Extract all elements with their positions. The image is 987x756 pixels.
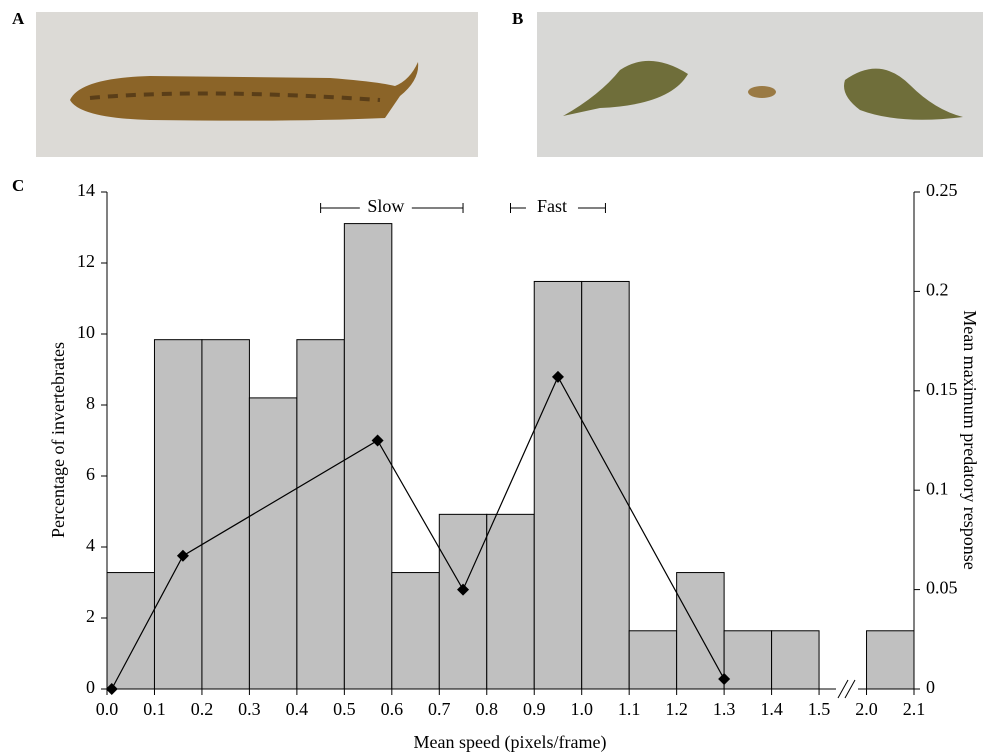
x-tick-label: 1.1 — [618, 699, 641, 719]
bar — [296, 339, 345, 690]
marker — [176, 549, 189, 562]
y-tick-label: 4 — [86, 535, 95, 555]
x-tick-label: 0.6 — [381, 699, 404, 719]
y-tick-label: 14 — [77, 180, 95, 200]
x-tick-label: 0.4 — [286, 699, 309, 719]
bar — [153, 339, 203, 690]
bar — [628, 630, 678, 690]
y-tick-label: 6 — [86, 464, 95, 484]
x-tick-label: 1.0 — [570, 699, 593, 719]
annotation: Slow — [367, 196, 404, 216]
x-tick-label: 0.9 — [523, 699, 546, 719]
bar — [866, 630, 915, 690]
marker — [718, 673, 731, 686]
bar — [343, 223, 393, 690]
x-axis-title: Mean speed (pixels/frame) — [414, 732, 607, 753]
photo-b — [537, 12, 983, 157]
panel-label: C — [12, 176, 24, 195]
x-tick-label: 0.8 — [476, 699, 499, 719]
label-bg — [525, 198, 578, 218]
x-tick-label: 0.3 — [238, 699, 261, 719]
bar — [533, 280, 583, 690]
x-tick-label: 1.3 — [713, 699, 736, 719]
bar — [581, 280, 630, 690]
bar — [391, 572, 440, 690]
y-tick-label: 2 — [86, 606, 95, 626]
bar — [771, 630, 820, 690]
marker — [551, 370, 564, 383]
y2-axis-title: Mean maximum predatory response — [960, 310, 980, 569]
line — [111, 375, 725, 690]
x-tick-label: 0.1 — [143, 699, 166, 719]
axis-break — [836, 679, 858, 699]
x-tick-label: 0.7 — [428, 699, 451, 719]
x-tick-label: 1.2 — [665, 699, 688, 719]
bar — [723, 630, 773, 690]
bar — [106, 572, 155, 690]
panel-label: B — [512, 9, 523, 28]
y-tick-label: 12 — [77, 251, 95, 271]
x-tick-label: 2.0 — [855, 699, 878, 719]
bar — [201, 339, 250, 690]
bar — [676, 572, 725, 690]
x-tick-label: 0.5 — [333, 699, 356, 719]
bar — [486, 513, 535, 690]
y2-tick-label: 0.05 — [926, 578, 958, 598]
marker — [457, 583, 470, 596]
panel-label: A — [12, 9, 25, 28]
y2-tick-label: 0 — [926, 677, 935, 697]
y2-tick-label: 0.25 — [926, 180, 958, 200]
annotation: Fast — [537, 196, 567, 216]
bar — [248, 397, 298, 690]
y-axis-title: Percentage of invertebrates — [48, 342, 68, 538]
y2-tick-label: 0.2 — [926, 280, 949, 300]
x-tick-label: 0.2 — [191, 699, 214, 719]
y-tick-label: 0 — [86, 677, 95, 697]
x-tick-label: 1.4 — [760, 699, 783, 719]
x-tick-label: 1.5 — [808, 699, 831, 719]
y-tick-label: 10 — [77, 322, 95, 342]
marker — [105, 683, 118, 695]
x-tick-label: 0.0 — [96, 699, 119, 719]
label-bg — [359, 198, 412, 218]
marker — [371, 434, 384, 447]
y2-tick-label: 0.15 — [926, 379, 958, 399]
photo-a — [36, 12, 478, 157]
x-tick-label: 2.1 — [903, 699, 926, 719]
bar — [438, 513, 488, 690]
y-tick-label: 8 — [86, 393, 95, 413]
y2-tick-label: 0.1 — [926, 478, 949, 498]
